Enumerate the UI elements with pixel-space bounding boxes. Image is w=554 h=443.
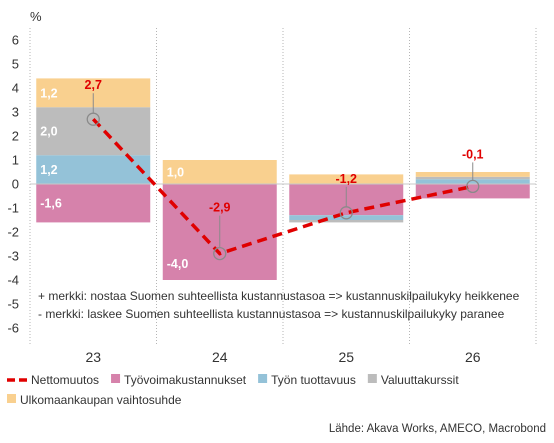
- y-tick-label: -1: [7, 201, 19, 216]
- note-plus: + merkki: nostaa Suomen suhteellista kus…: [38, 289, 520, 303]
- y-tick-label: 6: [12, 33, 19, 48]
- net-change-point: [213, 246, 227, 261]
- legend-swatch: [111, 374, 121, 383]
- legend-swatch: [258, 374, 268, 383]
- net-change-point: [466, 179, 480, 194]
- segment-labels: 1,2 2,0 1,2 -1,6 1,0 -4,0: [40, 86, 188, 271]
- source-note: Lähde: Akava Works, AMECO, Macrobond: [329, 423, 546, 435]
- bar-segment: [415, 179, 530, 184]
- legend-item: Ulkomaankaupan vaihtosuhde: [7, 393, 182, 407]
- legend-item: Työn tuottavuus: [258, 373, 356, 387]
- segment-label: -4,0: [167, 257, 189, 271]
- bar-segment: [415, 184, 530, 199]
- legend-swatch: [367, 374, 377, 383]
- legend-item: Työvoimakustannukset: [111, 373, 247, 387]
- legend-item: Valuuttakurssit: [367, 373, 459, 387]
- bar-segment: [289, 220, 404, 223]
- y-tick-label: 5: [12, 57, 19, 72]
- y-tick-label: -6: [7, 321, 19, 336]
- net-change-label: -1,2: [335, 172, 357, 186]
- notes: + merkki: nostaa Suomen suhteellista kus…: [38, 289, 520, 321]
- legend-swatch: [7, 394, 16, 403]
- y-tick-label: 1: [12, 153, 19, 168]
- bar-segment: [289, 215, 404, 220]
- x-axis: 23 24 25 26: [85, 349, 480, 365]
- net-change-line: 2,7 -2,9 -1,2 -0,1: [85, 78, 484, 261]
- y-tick-label: 4: [12, 81, 19, 96]
- y-unit-label: %: [30, 9, 42, 24]
- bar-segment: [36, 107, 151, 156]
- note-minus: - merkki: laskee Suomen suhteellista kus…: [38, 307, 505, 321]
- bars: [36, 78, 530, 280]
- segment-label: -1,6: [40, 197, 62, 211]
- legend-label: Valuuttakurssit: [381, 373, 459, 387]
- y-tick-label: -3: [7, 249, 19, 264]
- y-tick-label: -2: [7, 225, 19, 240]
- legend-item: Nettomuutos: [7, 373, 99, 387]
- legend: Nettomuutos Työvoimakustannukset Työn tuot…: [7, 373, 459, 407]
- y-tick-label: 2: [12, 129, 19, 144]
- legend-label: Työn tuottavuus: [271, 373, 356, 387]
- y-tick-label: -5: [7, 297, 19, 312]
- x-tick-label: 24: [212, 349, 228, 365]
- y-axis: -6 -5 -4 -3 -2 -1 0 1 2 3 4 5 6: [7, 33, 19, 336]
- legend-label: Ulkomaankaupan vaihtosuhde: [20, 393, 182, 407]
- x-tick-label: 25: [338, 349, 354, 365]
- legend-label: Työvoimakustannukset: [124, 373, 247, 387]
- segment-label: 2,0: [40, 125, 57, 139]
- net-change-point: [339, 206, 353, 220]
- legend-label: Nettomuutos: [31, 373, 99, 387]
- segment-label: 1,0: [167, 166, 184, 180]
- y-tick-label: 0: [12, 177, 19, 192]
- bar-segment: [36, 184, 151, 223]
- x-tick-label: 26: [465, 349, 481, 365]
- net-change-label: 2,7: [85, 78, 102, 92]
- segment-label: 1,2: [40, 163, 57, 177]
- segment-label: 1,2: [40, 86, 57, 100]
- bar-segment: [289, 174, 404, 184]
- grid-lines: [29, 28, 537, 346]
- x-tick-label: 23: [85, 349, 101, 365]
- y-tick-label: -4: [7, 273, 19, 288]
- net-change-label: -2,9: [209, 201, 231, 215]
- net-change-label: -0,1: [462, 147, 484, 161]
- net-change-point: [86, 112, 100, 126]
- y-tick-label: 3: [12, 105, 19, 120]
- bar-segment: [162, 160, 277, 184]
